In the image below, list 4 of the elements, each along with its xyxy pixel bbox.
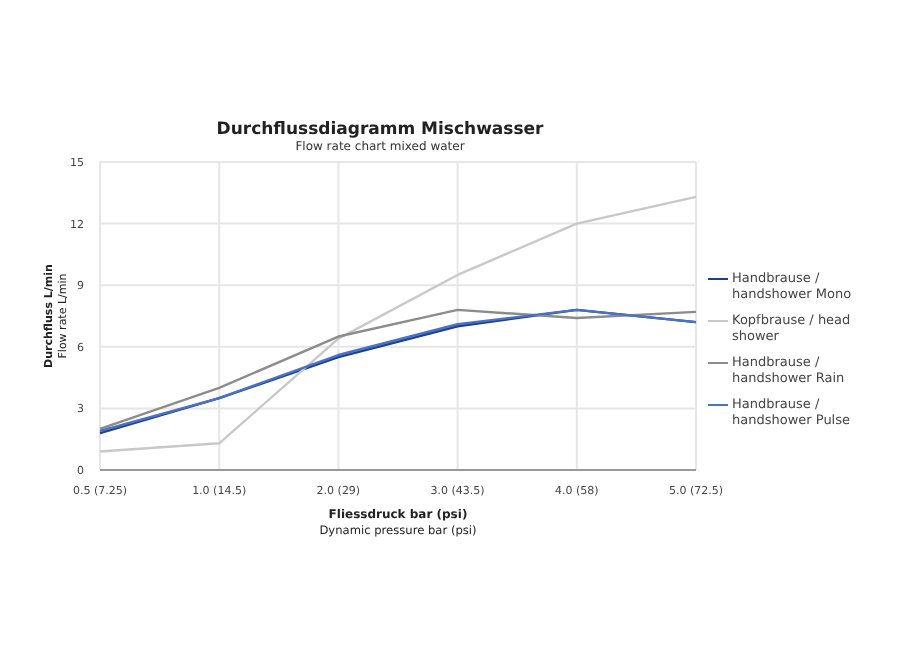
x-axis-title: Fliessdruck bar (psi) Dynamic pressure bar (psi): [319, 508, 477, 538]
y-axis-title: Durchfluss L/min Flow rate L/min: [42, 263, 70, 368]
chart-title: Durchflussdiagramm Mischwasser: [214, 120, 546, 140]
line-series: [98, 195, 698, 453]
